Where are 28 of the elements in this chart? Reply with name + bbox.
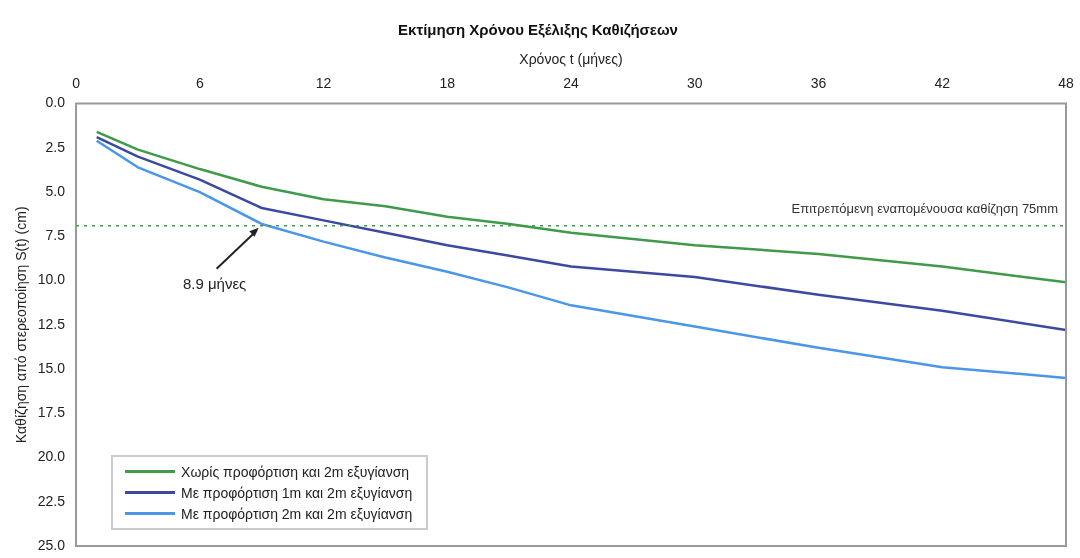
y-tick-label: 12.5 (37, 315, 66, 332)
y-tick-label: 5.0 (45, 182, 66, 199)
annotation: 8.9 μήνες (182, 274, 247, 292)
x-tick-label: 12 (315, 75, 332, 92)
y-tick-label: 25.0 (37, 536, 66, 553)
legend-label: Με προφόρτιση 2m και 2m εξυγίανση (181, 505, 413, 522)
y-tick-label: 20.0 (37, 448, 66, 465)
x-tick-label: 6 (195, 75, 204, 92)
ref-line-label: Επιτρεπόμενη εναπομένουσα καθίζηση 75mm (791, 200, 1058, 216)
x-tick-label: 48 (1058, 75, 1074, 92)
legend-label: Με προφόρτιση 1m και 2m εξυγίανση (181, 484, 413, 501)
x-axis-title: Χρόνος t (μήνες) (519, 51, 623, 68)
x-tick-label: 42 (934, 75, 951, 92)
y-tick-label: 10.0 (37, 271, 66, 288)
y-tick-label: 2.5 (45, 138, 66, 155)
y-tick-label: 17.5 (37, 404, 66, 421)
x-tick-label: 24 (563, 75, 580, 92)
x-tick-label: 0 (72, 75, 81, 92)
y-tick-label: 15.0 (37, 359, 66, 376)
y-tick-label: 0.0 (45, 94, 66, 111)
chart-title: Εκτίμηση Χρόνου Εξέλιξης Καθιζήσεων (398, 21, 678, 39)
y-tick-label: 22.5 (37, 492, 66, 509)
x-tick-label: 36 (810, 75, 827, 92)
x-tick-label: 18 (439, 75, 456, 92)
y-axis-title: Καθίζηση από στερεοποίηση S(t) (cm) (13, 206, 30, 444)
x-tick-label: 30 (686, 75, 703, 92)
y-tick-label: 7.5 (45, 227, 66, 244)
legend-label: Χωρίς προφόρτιση και 2m εξυγίανση (181, 463, 410, 480)
